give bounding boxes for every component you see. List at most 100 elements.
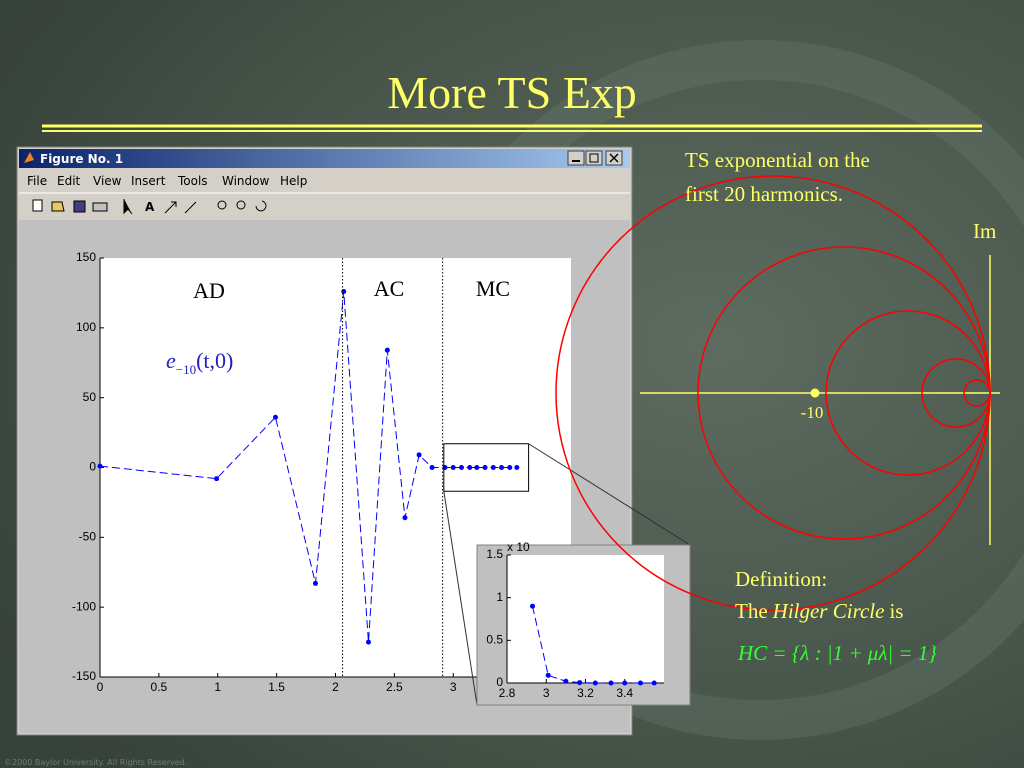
new-icon[interactable] [32, 199, 43, 212]
y-tick-label: 150 [76, 250, 96, 264]
maximize-glyph [589, 153, 599, 163]
menu-item[interactable]: Edit [57, 174, 81, 188]
data-point [214, 476, 220, 482]
print-icon[interactable] [92, 202, 108, 212]
data-point [467, 465, 473, 470]
data-point [622, 680, 628, 686]
data-point [458, 465, 464, 470]
footer: ©2000 Baylor University. All Rights Rese… [4, 758, 187, 767]
y-tick-label: 1 [496, 590, 503, 604]
maximize-button[interactable] [585, 150, 603, 166]
x-tick-label: 3.4 [616, 686, 633, 700]
charts: -150 -100 -50 0 50 100 150 0 0.5 1 1.5 2 2.5 3 AD AC MC e… [72, 250, 691, 706]
zoom-out-icon[interactable] [236, 200, 246, 210]
data-point [416, 452, 422, 458]
data-point [651, 680, 657, 686]
data-point [545, 672, 551, 678]
note-line: first 20 harmonics. [685, 182, 843, 206]
point-marker [810, 388, 820, 398]
y-tick-label: 100 [76, 320, 96, 334]
slide-title: More TS Exp [387, 67, 637, 118]
data-point [514, 465, 520, 470]
annotation: e−10(t,0) [166, 348, 233, 377]
note-line: TS exponential on the [685, 148, 870, 172]
region-label: AD [193, 278, 225, 303]
data-point [429, 465, 435, 470]
annotation-args: (t,0) [196, 348, 233, 373]
title-bar [19, 149, 630, 168]
im-label: Im [973, 219, 996, 243]
zoom-connector [443, 491, 478, 706]
minimize-button[interactable] [567, 150, 585, 166]
data-point [402, 515, 408, 521]
exponent-label: x 10 [507, 540, 530, 554]
definition-heading: Definition: [735, 567, 827, 591]
menu-item[interactable]: Tools [177, 174, 208, 188]
x-tick-label: 1.5 [268, 680, 285, 694]
x-tick-label: 3 [450, 680, 457, 694]
menu-item[interactable]: File [27, 174, 47, 188]
data-point [442, 465, 448, 470]
window-title: Figure No. 1 [40, 152, 123, 166]
rotate-icon[interactable] [255, 200, 267, 212]
menu-bar: File Edit View Insert Tools Window Help [27, 174, 307, 188]
zoom-in-icon[interactable] [217, 200, 227, 210]
data-point [577, 680, 583, 686]
definition-formula: HC = {λ : |1 + μλ| = 1} [737, 641, 937, 665]
y-tick-label: 0.5 [486, 633, 503, 647]
data-point [384, 347, 390, 353]
y-tick-label: -100 [72, 599, 96, 613]
open-icon[interactable] [51, 201, 65, 212]
menu-item[interactable]: Help [280, 174, 307, 188]
text-icon[interactable]: A [145, 200, 155, 214]
x-tick-label: 0 [97, 680, 104, 694]
menu-item[interactable]: Insert [131, 174, 166, 188]
definition-prefix: The [735, 599, 768, 623]
data-line [532, 606, 655, 684]
x-tick-label: 1 [214, 680, 221, 694]
plot-area [507, 555, 664, 683]
definition-suffix: is [889, 599, 903, 623]
app-icon [24, 152, 34, 163]
line-icon[interactable] [184, 201, 197, 214]
data-point [482, 465, 488, 470]
data-point [592, 680, 598, 686]
data-point [608, 680, 614, 686]
y-tick-label: 1.5 [486, 547, 503, 561]
data-point [365, 639, 371, 645]
hilger-circle [963, 379, 991, 407]
data-point [530, 603, 536, 609]
data-point [490, 465, 496, 470]
save-icon[interactable] [73, 200, 86, 213]
menu-item[interactable]: Window [222, 174, 270, 188]
menu-item[interactable]: View [93, 174, 122, 188]
definition-term: Hilger Circle [772, 599, 885, 623]
hilger-diagram [555, 175, 1000, 611]
zoom-connector [528, 443, 691, 546]
data-point [563, 678, 569, 684]
annotation-subscript: −10 [176, 362, 196, 377]
definition-line: The Hilger Circle is [735, 599, 903, 623]
x-tick-label: 3 [543, 686, 550, 700]
y-tick-label: -150 [72, 669, 96, 683]
arrow-icon[interactable] [164, 201, 177, 214]
annotation-base: e [166, 348, 176, 373]
data-point [97, 463, 103, 469]
y-tick-label: -50 [79, 530, 97, 544]
x-tick-label: 3.2 [577, 686, 594, 700]
data-point [312, 580, 318, 586]
data-point [341, 289, 347, 295]
x-tick-label: 2.5 [386, 680, 403, 694]
data-point [507, 465, 513, 470]
x-tick-label: 2 [332, 680, 339, 694]
data-point [637, 680, 643, 686]
y-tick-label: 50 [83, 390, 97, 404]
point-label: -10 [801, 403, 824, 422]
zoom-box [443, 443, 530, 492]
toolbar: A [32, 199, 267, 215]
data-point [450, 465, 456, 470]
data-point [272, 414, 278, 420]
data-point [474, 465, 480, 470]
pointer-icon[interactable] [123, 199, 133, 215]
